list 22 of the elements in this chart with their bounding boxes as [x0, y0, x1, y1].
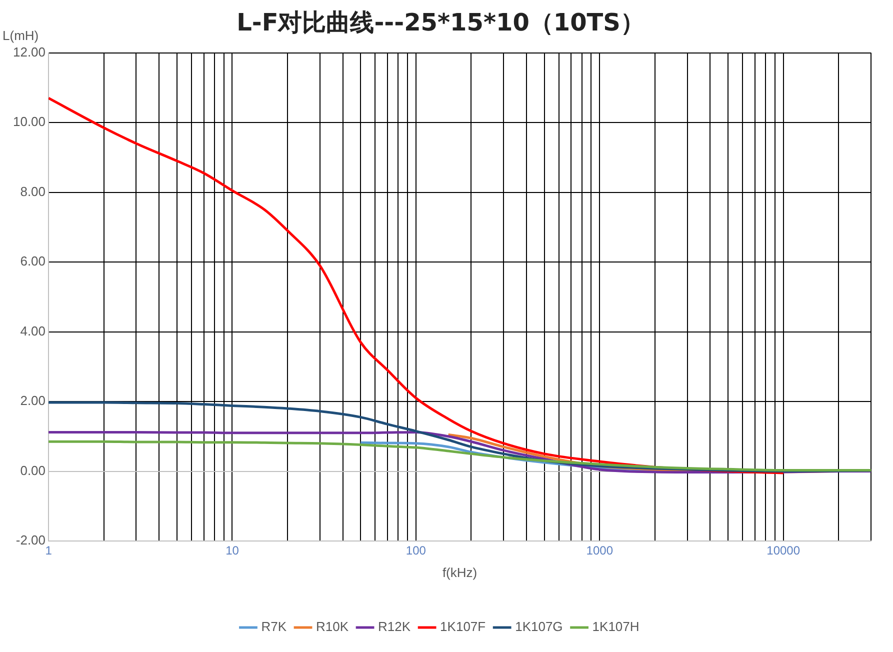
x-tick-label: 1 [45, 544, 52, 558]
x-tick-label: 10 [226, 544, 240, 558]
y-tick-label: 12.00 [12, 44, 46, 60]
y-tick-label: -2.00 [16, 532, 46, 548]
y-tick-label: 0.00 [20, 462, 46, 478]
y-tick-label: 8.00 [20, 184, 46, 199]
chart-title: L-F对比曲线---25*15*10（10TS） [236, 8, 644, 37]
legend-label: R12K [378, 619, 411, 634]
y-tick-label: 4.00 [20, 323, 46, 338]
x-tick-label: 10000 [766, 544, 800, 558]
x-axis-title: f(kHz) [442, 564, 478, 580]
legend-label: 1K107G [515, 619, 563, 634]
x-tick-label: 100 [406, 544, 426, 558]
legend-label: 1K107H [592, 619, 640, 634]
legend-label: R7K [261, 619, 287, 634]
y-tick-label: 2.00 [20, 393, 46, 408]
x-tick-label: 1000 [586, 544, 614, 558]
legend-label: R10K [316, 619, 349, 634]
y-tick-label: 6.00 [20, 254, 46, 269]
y-tick-label: 10.00 [12, 114, 46, 130]
y-axis-title: L(mH) [2, 28, 39, 43]
legend-label: 1K107F [440, 619, 486, 634]
